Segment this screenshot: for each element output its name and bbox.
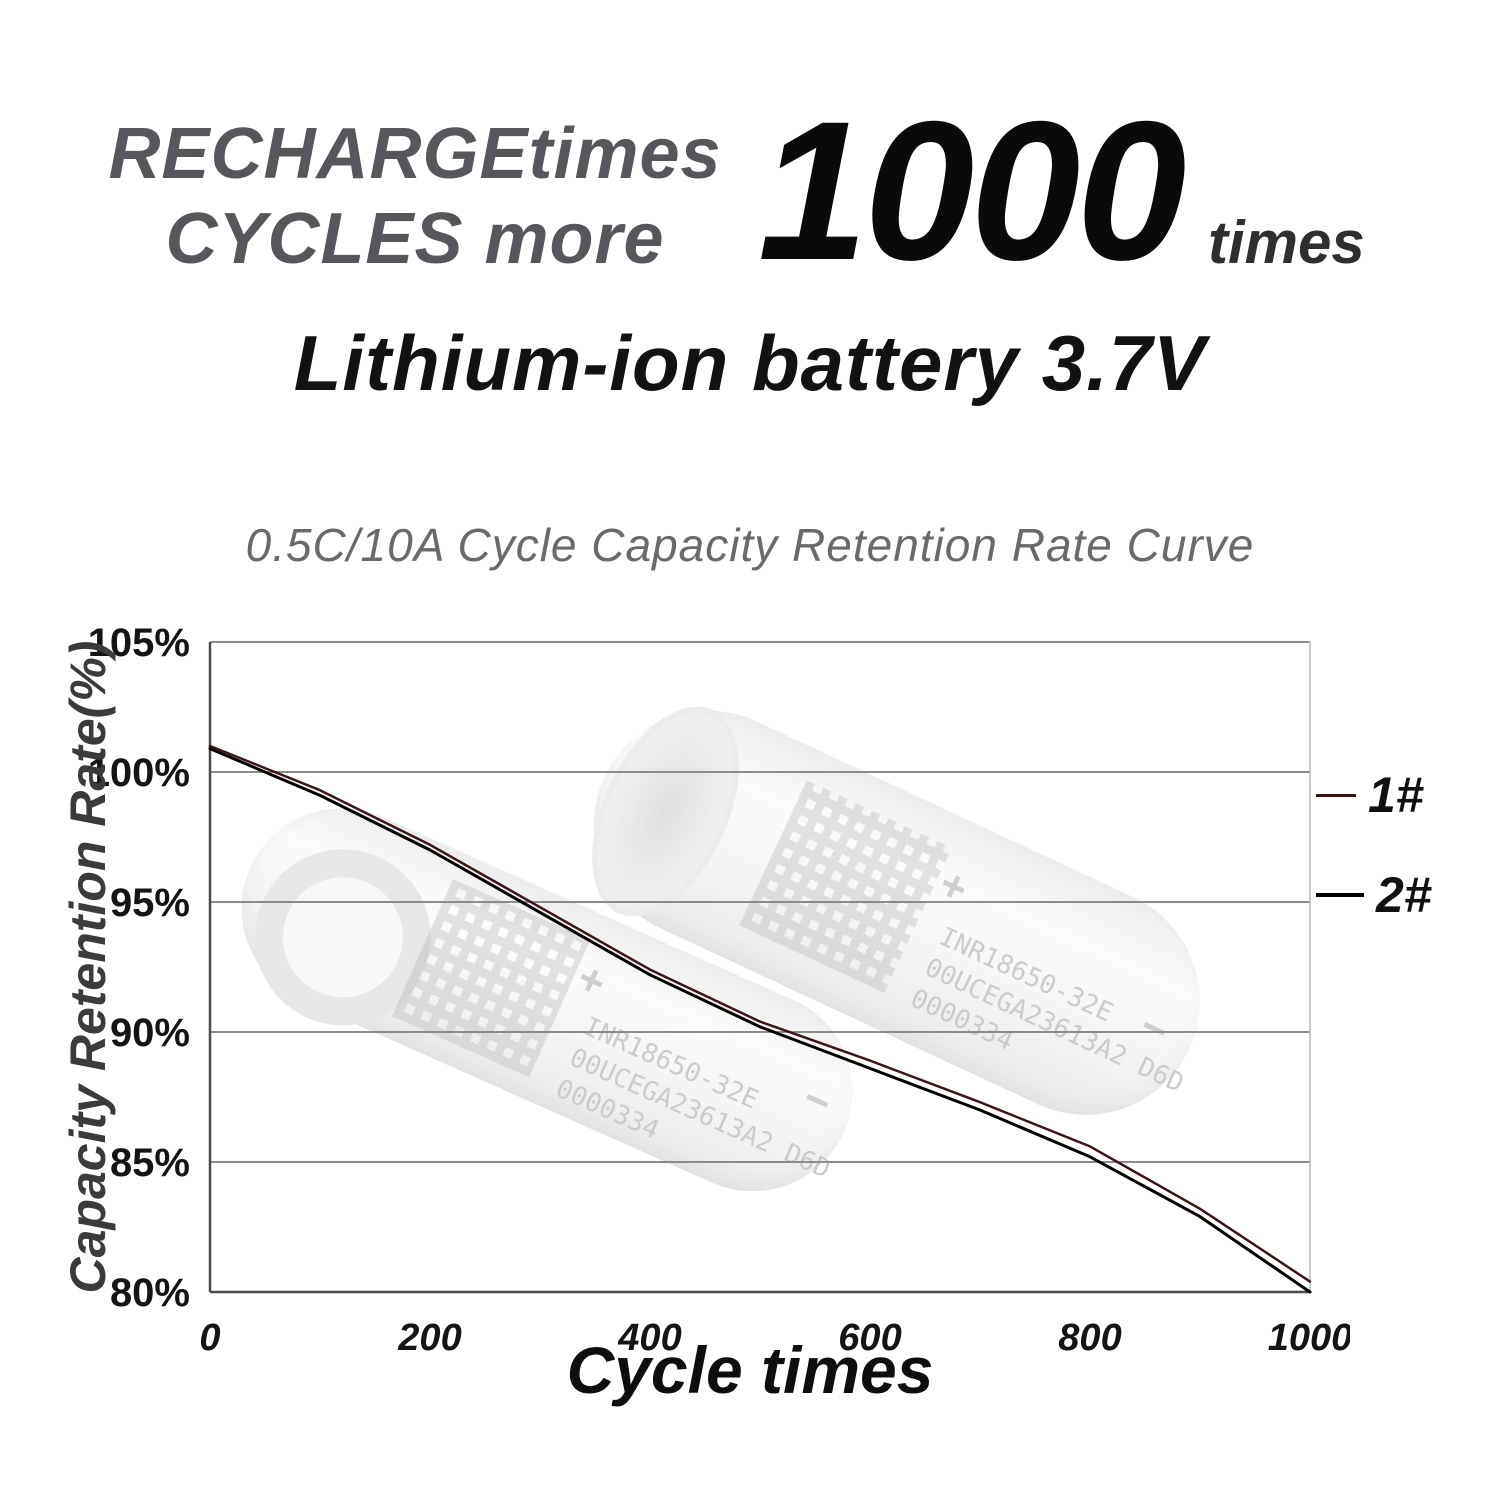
chart-legend: 1# 2# (1316, 766, 1432, 966)
product-title: Lithium-ion battery 3.7V (293, 319, 1207, 407)
chart-title: 0.5C/10A Cycle Capacity Retention Rate C… (245, 519, 1255, 571)
series-line-2# (208, 747, 1312, 1294)
x-tick-label: 1000 (1268, 1317, 1350, 1359)
header-left: RECHARGEtimes CYCLES more (70, 112, 760, 282)
y-tick-label: 105% (88, 628, 190, 665)
legend-label-1: 1# (1368, 767, 1424, 823)
legend-line-2-icon (1316, 893, 1364, 897)
y-tick-label: 85% (110, 1141, 190, 1185)
x-tick-label: 0 (199, 1317, 220, 1359)
retention-chart-plot: 105% 100% 95% 90% 85% 80%0 200 400 600 800 1000 (88, 621, 1353, 1359)
header-times-label: times (1208, 209, 1365, 276)
x-axis-title: Cycle times (566, 1333, 934, 1407)
series-line-1# (208, 744, 1312, 1283)
header-line2: CYCLES more (165, 198, 665, 279)
y-tick-label: 95% (110, 881, 190, 925)
legend-line-1-icon (1316, 793, 1356, 797)
y-tick-label: 100% (88, 751, 190, 795)
header-big-number: 1000 (758, 80, 1186, 301)
x-tick-label: 200 (397, 1317, 461, 1359)
legend-item-series1: 1# (1316, 766, 1432, 824)
retention-chart: 105% 100% 95% 90% 85% 80% 0 200 400 600 800 1000 (70, 621, 1353, 1378)
y-tick-label: 90% (110, 1011, 190, 1055)
header-line1: RECHARGEtimes (108, 114, 722, 194)
x-tick-label: 800 (1058, 1317, 1121, 1359)
y-tick-label: 80% (110, 1271, 190, 1315)
x-tick-label: 400 (617, 1317, 681, 1359)
legend-label-2: 2# (1376, 867, 1432, 923)
legend-item-series2: 2# (1316, 866, 1432, 924)
y-axis-title: Capacity Retention Rate(%) (60, 640, 116, 1294)
x-tick-label: 600 (838, 1317, 901, 1359)
